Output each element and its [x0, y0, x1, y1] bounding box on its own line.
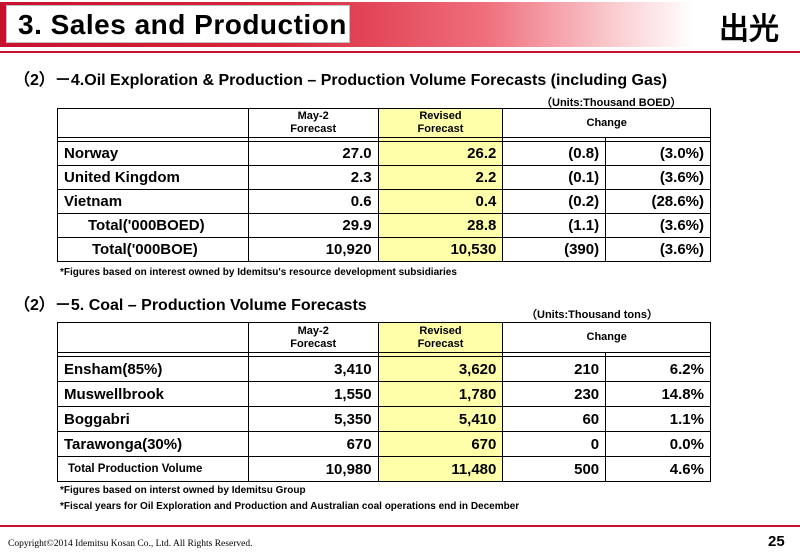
idemitsu-logo: 出光	[719, 12, 779, 47]
oil-production-table: May-2 Forecast Revised Forecast Change Nor…	[57, 108, 711, 262]
row-label: Vietnam	[57, 189, 249, 214]
table-row: Tarawonga(30%) 670 670 0 0.0%	[57, 431, 711, 457]
oil-units-label: （Units:Thousand BOED）	[541, 97, 682, 109]
row-label: Muswellbrook	[57, 381, 249, 407]
row-label: Ensham(85%)	[57, 356, 249, 382]
table-row: Vietnam 0.6 0.4 (0.2) (28.6%)	[57, 189, 711, 214]
row-label: Total('000BOED)	[57, 213, 249, 238]
table-row: Norway 27.0 26.2 (0.8) (3.0%)	[57, 141, 711, 166]
table-header-row: May-2 Forecast Revised Forecast Change	[57, 322, 711, 353]
slide-title: 3. Sales and Production	[18, 9, 347, 40]
total-boed-row: Total('000BOED) 29.9 28.8 (1.1) (3.6%)	[57, 213, 711, 238]
total-boe-row: Total('000BOE) 10,920 10,530 (390) (3.6%…	[57, 237, 711, 262]
header-change: Change	[502, 108, 711, 138]
row-label: Total('000BOE)	[57, 237, 249, 262]
page-number: 25	[768, 533, 785, 550]
header-revised-forecast: Revised Forecast	[377, 108, 504, 138]
oil-footnote: *Figures based on interest owned by Idem…	[60, 267, 457, 278]
coal-units-label: （Units:Thousand tons）	[526, 309, 658, 321]
table-row: Boggabri 5,350 5,410 60 1.1%	[57, 406, 711, 432]
copyright-text: Copyright©2014 Idemitsu Kosan Co., Ltd. …	[8, 539, 253, 549]
row-label: Norway	[57, 141, 249, 166]
row-label: United Kingdom	[57, 165, 249, 190]
fiscal-year-footnote: *Fiscal years for Oil Exploration and Pr…	[60, 501, 520, 512]
row-label: Boggabri	[57, 406, 249, 432]
title-box	[6, 5, 350, 43]
header-change: Change	[502, 322, 711, 353]
coal-section-heading: （2）－5. Coal – Production Volume Forecast…	[14, 297, 367, 314]
header-line: May-2	[297, 110, 329, 122]
table-row: United Kingdom 2.3 2.2 (0.1) (3.6%)	[57, 165, 711, 190]
coal-footnote: *Figures based on interst owned by Idemi…	[60, 485, 306, 496]
header-revised-forecast: Revised Forecast	[377, 322, 504, 353]
banner-rule	[0, 51, 800, 53]
coal-production-table: May-2 Forecast Revised Forecast Change Ens…	[57, 322, 711, 482]
table-row: Ensham(85%) 3,410 3,620 210 6.2%	[57, 356, 711, 382]
row-label: Total Production Volume	[57, 456, 249, 482]
row-label: Tarawonga(30%)	[57, 431, 249, 457]
header-may-forecast: May-2 Forecast	[247, 108, 379, 138]
svg-text:出光: 出光	[719, 12, 779, 47]
oil-section-heading: （2）－4.Oil Exploration & Production – Pro…	[14, 72, 668, 89]
table-header-row: May-2 Forecast Revised Forecast Change	[57, 108, 711, 138]
total-production-row: Total Production Volume 10,980 11,480 50…	[57, 456, 711, 482]
header-may-forecast: May-2 Forecast	[247, 322, 379, 353]
table-row: Muswellbrook 1,550 1,780 230 14.8%	[57, 381, 711, 407]
title-banner: 3. Sales and Production 出光	[0, 0, 800, 58]
footer-rule	[0, 525, 800, 527]
